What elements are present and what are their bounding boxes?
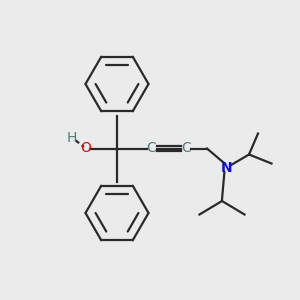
Text: O: O bbox=[80, 142, 91, 155]
Text: C: C bbox=[181, 142, 191, 155]
Text: N: N bbox=[221, 161, 232, 175]
Text: C: C bbox=[147, 142, 156, 155]
Text: H: H bbox=[67, 131, 77, 145]
